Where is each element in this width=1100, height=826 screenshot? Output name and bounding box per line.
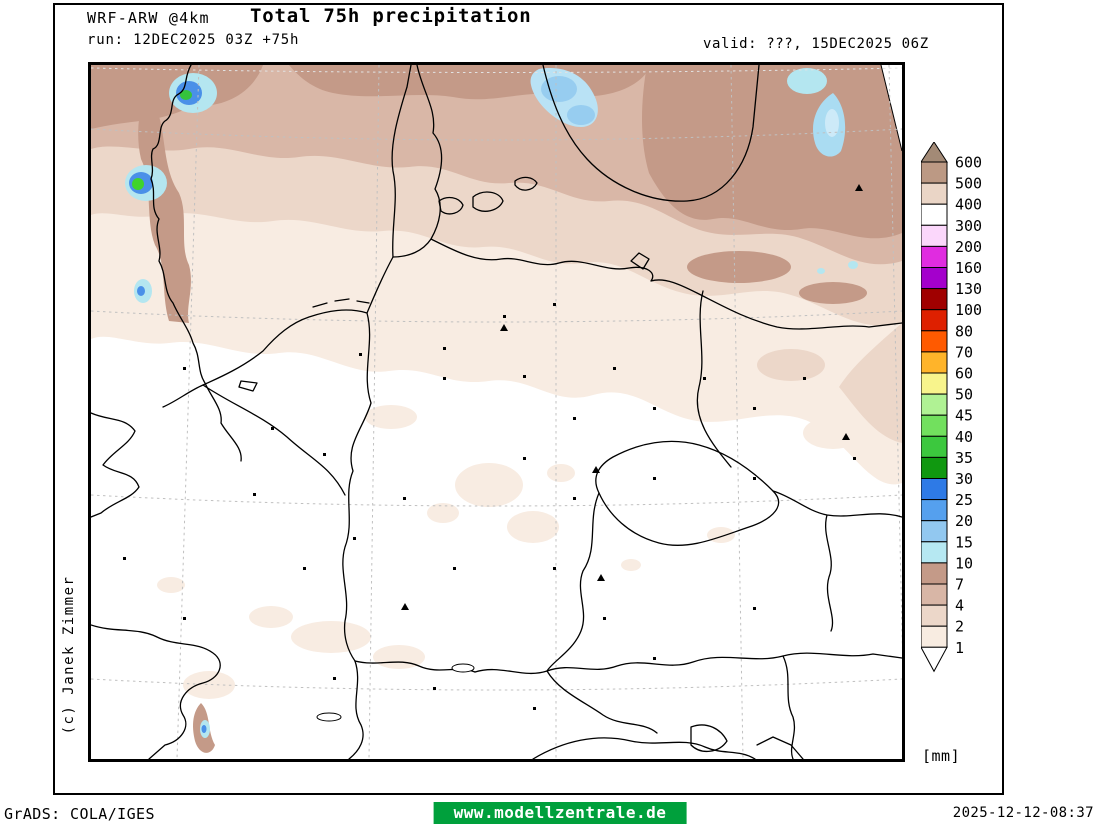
svg-text:20: 20	[955, 512, 973, 530]
outer-page-border	[53, 3, 1004, 795]
svg-text:200: 200	[955, 238, 982, 256]
svg-text:35: 35	[955, 449, 973, 467]
svg-text:50: 50	[955, 386, 973, 404]
footer-timestamp: 2025-12-12-08:37	[952, 805, 1094, 821]
svg-text:7: 7	[955, 576, 964, 594]
city-dots	[123, 303, 856, 710]
run-label: run: 12DEC2025 03Z +75h	[87, 32, 300, 48]
svg-text:500: 500	[955, 175, 982, 193]
colorbar-unit-label: [mm]	[922, 747, 961, 765]
svg-text:60: 60	[955, 365, 973, 383]
svg-text:600: 600	[955, 154, 982, 172]
svg-text:100: 100	[955, 301, 982, 319]
svg-text:45: 45	[955, 407, 973, 425]
map-frame	[88, 62, 905, 762]
svg-text:10: 10	[955, 554, 973, 572]
coastlines-borders	[91, 65, 902, 759]
svg-text:30: 30	[955, 470, 973, 488]
svg-text:70: 70	[955, 343, 973, 361]
copyright-vertical-label: (c) Janek Zimmer	[61, 575, 77, 735]
model-label: WRF-ARW @4km	[87, 9, 210, 27]
precipitation-map	[91, 65, 902, 759]
svg-text:15: 15	[955, 533, 973, 551]
svg-text:25: 25	[955, 491, 973, 509]
footer-site-badge: www.modellzentrale.de	[433, 802, 687, 824]
footer-grads-label: GrADS: COLA/IGES	[4, 805, 155, 823]
svg-text:400: 400	[955, 196, 982, 214]
svg-text:40: 40	[955, 428, 973, 446]
colorbar: 600 500 400 300 200 160 130 100 80 70 60 50 45 40 35 30…	[920, 141, 982, 673]
graticule	[91, 65, 902, 759]
svg-text:2: 2	[955, 618, 964, 636]
page-title: Total 75h precipitation	[250, 5, 532, 27]
svg-text:130: 130	[955, 280, 982, 298]
svg-text:80: 80	[955, 322, 973, 340]
svg-text:4: 4	[955, 597, 964, 615]
svg-text:160: 160	[955, 259, 982, 277]
svg-text:1: 1	[955, 639, 964, 657]
peak-markers	[401, 184, 863, 610]
svg-text:300: 300	[955, 217, 982, 235]
valid-label: valid: ???, 15DEC2025 06Z	[703, 36, 929, 52]
colorbar-wrap: 600 500 400 300 200 160 130 100 80 70 60 50 45 40 35 30…	[920, 141, 1031, 822]
lakes	[316, 663, 475, 722]
